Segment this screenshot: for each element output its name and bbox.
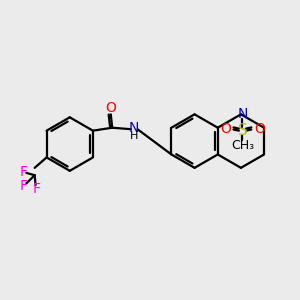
- Text: F: F: [20, 179, 27, 193]
- Text: F: F: [32, 182, 40, 196]
- Text: O: O: [105, 101, 116, 116]
- Text: N: N: [237, 107, 248, 121]
- Text: O: O: [220, 122, 231, 136]
- Text: F: F: [20, 165, 27, 179]
- Text: H: H: [130, 131, 138, 141]
- Text: S: S: [238, 123, 247, 138]
- Text: CH₃: CH₃: [231, 139, 254, 152]
- Text: O: O: [254, 122, 265, 136]
- Text: N: N: [129, 121, 140, 135]
